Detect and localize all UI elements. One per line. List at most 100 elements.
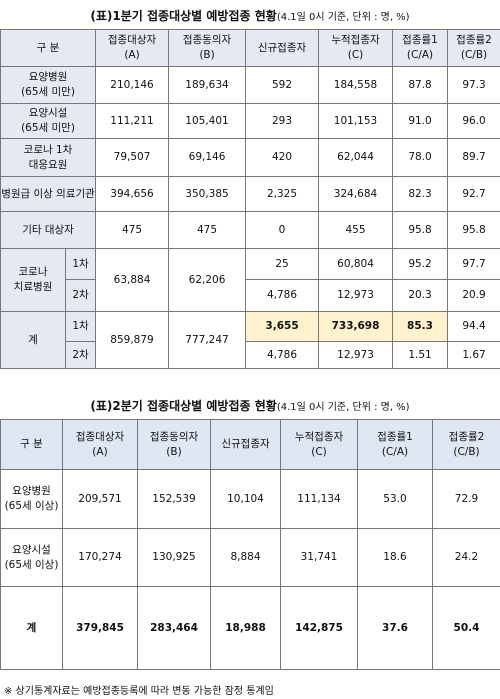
cell-text: 18.6 xyxy=(383,551,407,563)
data-cell: 25 xyxy=(245,248,320,280)
table-row: 기타 대상자 475 475 0 455 95.8 95.8 xyxy=(0,211,500,249)
cell-line: 누적접종자 xyxy=(294,430,344,443)
cell-text: 95.2 xyxy=(408,257,432,270)
cell-line: (65세 이상) xyxy=(4,500,59,512)
data-cell: 4,786 xyxy=(245,279,320,312)
cell-line: 치료병원 xyxy=(13,281,53,293)
data-cell: 94.4 xyxy=(447,311,500,342)
cell-text: 3,655 xyxy=(265,320,299,332)
data-cell: 184,558 xyxy=(318,66,394,104)
data-cell: 394,656 xyxy=(95,176,170,212)
row-label: 계 xyxy=(0,586,63,670)
data-cell: 130,925 xyxy=(137,528,211,587)
table-row: 요양시설 (65세 이상) 170,274 130,925 8,884 31,741 18.… xyxy=(0,528,500,587)
cell-text: 8,884 xyxy=(230,551,261,563)
cell-text: 111,134 xyxy=(297,492,341,505)
data-cell: 210,146 xyxy=(95,66,170,104)
cell-text: 97.7 xyxy=(462,257,486,270)
cell-line: (B) xyxy=(166,445,182,458)
row-label: 코로나 1차 대응요원 xyxy=(0,138,97,177)
data-cell: 324,684 xyxy=(318,176,394,212)
data-cell: 12,973 xyxy=(318,279,394,312)
cell-text: 130,925 xyxy=(152,551,196,563)
cell-line: 요양시설 xyxy=(12,543,51,556)
data-cell: 62,206 xyxy=(168,248,247,312)
data-cell: 3,655 xyxy=(245,311,320,342)
cell-line: (A) xyxy=(124,49,140,61)
data-cell: 475 xyxy=(95,211,170,249)
data-cell: 152,539 xyxy=(137,469,211,529)
table-row: 계 379,845 283,464 18,988 142,875 37.6 50.4 xyxy=(0,586,500,670)
cell-text: 96.0 xyxy=(462,114,486,127)
header-cell: 접종률2 (C/B) xyxy=(447,29,500,67)
cell-line: 코로나 xyxy=(18,266,48,278)
cell-text: 25 xyxy=(275,257,289,270)
cell-text: 20.9 xyxy=(462,289,486,301)
data-cell: 31,741 xyxy=(280,528,358,587)
cell-text: 82.3 xyxy=(408,187,432,200)
data-cell: 82.3 xyxy=(392,176,449,212)
data-cell: 101,153 xyxy=(318,103,394,139)
cell-text: 97.3 xyxy=(462,78,486,91)
row-label: 기타 대상자 xyxy=(0,211,97,249)
cell-line: 병원급 이상 의료기관 xyxy=(1,187,95,200)
cell-line: (C/A) xyxy=(381,445,409,458)
cell-text: 69,146 xyxy=(188,151,226,163)
cell-text: 12,973 xyxy=(337,348,374,361)
data-cell: 379,845 xyxy=(62,586,138,670)
cell-line: (65세 이상) xyxy=(4,558,59,571)
cell-text: 4,786 xyxy=(266,348,298,361)
cell-line: 접종대상자 xyxy=(75,430,125,443)
data-cell: 92.7 xyxy=(447,176,500,212)
data-cell: 0 xyxy=(245,211,320,249)
data-cell: 8,884 xyxy=(210,528,281,587)
data-cell: 97.3 xyxy=(447,66,500,104)
data-cell: 111,211 xyxy=(95,103,170,139)
row-label: 계 xyxy=(0,311,66,369)
cell-text: 50.4 xyxy=(453,621,480,634)
data-cell: 455 xyxy=(318,211,394,249)
cell-text: 1차 xyxy=(72,320,89,332)
cell-text: 777,247 xyxy=(185,333,229,346)
data-cell: 475 xyxy=(168,211,247,249)
data-cell: 95.8 xyxy=(392,211,449,249)
cell-text: 12,973 xyxy=(337,289,374,301)
cell-text: 62,206 xyxy=(188,273,226,286)
cell-text: 733,698 xyxy=(331,320,380,332)
header-cell: 구 분 xyxy=(0,419,63,470)
table2-title: (표)2분기 접종대상별 예방접종 현황(4.1일 0시 기준, 단위 : 명,… xyxy=(0,393,500,419)
cell-text: 394,656 xyxy=(110,187,154,200)
cell-line: (C/A) xyxy=(406,49,434,61)
cell-line: 기타 대상자 xyxy=(22,223,74,236)
cell-text: 1.51 xyxy=(408,348,432,361)
cell-text: 324,684 xyxy=(333,187,378,200)
cell-text: 170,274 xyxy=(78,551,122,563)
cell-line: (C) xyxy=(347,49,364,61)
table-row: 2차 4,786 12,973 1.51 1.67 xyxy=(1,341,500,369)
footnote: ※ 상기통계자료는 예방접종등록에 따라 변동 가능한 잠정 통계임 xyxy=(4,686,274,697)
header-cell: 접종률2 (C/B) xyxy=(432,419,500,470)
cell-text: 92.7 xyxy=(462,187,486,200)
table-row: 요양병원 (65세 미만) 210,146 189,634 592 184,558 87.8… xyxy=(0,66,500,104)
header-cell: 누적접종자 (C) xyxy=(280,419,358,470)
cell-text: 18,988 xyxy=(225,621,266,634)
table-row: 2차 4,786 12,973 20.3 20.9 xyxy=(1,279,500,312)
cell-text: 20.3 xyxy=(408,289,432,301)
data-cell: 20.3 xyxy=(392,279,449,312)
table2: 구 분 접종대상자 (A) 접종동의자 (B) 신규접종자 누적접종자 (C) 접종률1 (C/A… xyxy=(0,419,500,670)
data-cell: 189,634 xyxy=(168,66,247,104)
cell-line: 계 xyxy=(28,333,38,346)
title-note: (4.1일 0시 기준, 단위 : 명, %) xyxy=(276,12,410,23)
cell-text: 209,571 xyxy=(78,492,122,505)
cell-line: 접종률2 xyxy=(448,430,485,443)
table-row: 요양병원 (65세 이상) 209,571 152,539 10,104 111,134 5… xyxy=(0,469,500,529)
cell-text: 60,804 xyxy=(337,257,374,270)
row-label: 요양병원 (65세 미만) xyxy=(0,66,97,104)
cell-text: 184,558 xyxy=(333,78,378,91)
cell-text: 1.67 xyxy=(462,348,486,361)
cell-line: 누적접종자 xyxy=(331,34,380,46)
data-cell: 97.7 xyxy=(447,248,500,280)
data-cell: 12,973 xyxy=(318,341,394,369)
cell-text: 111,211 xyxy=(110,114,154,127)
